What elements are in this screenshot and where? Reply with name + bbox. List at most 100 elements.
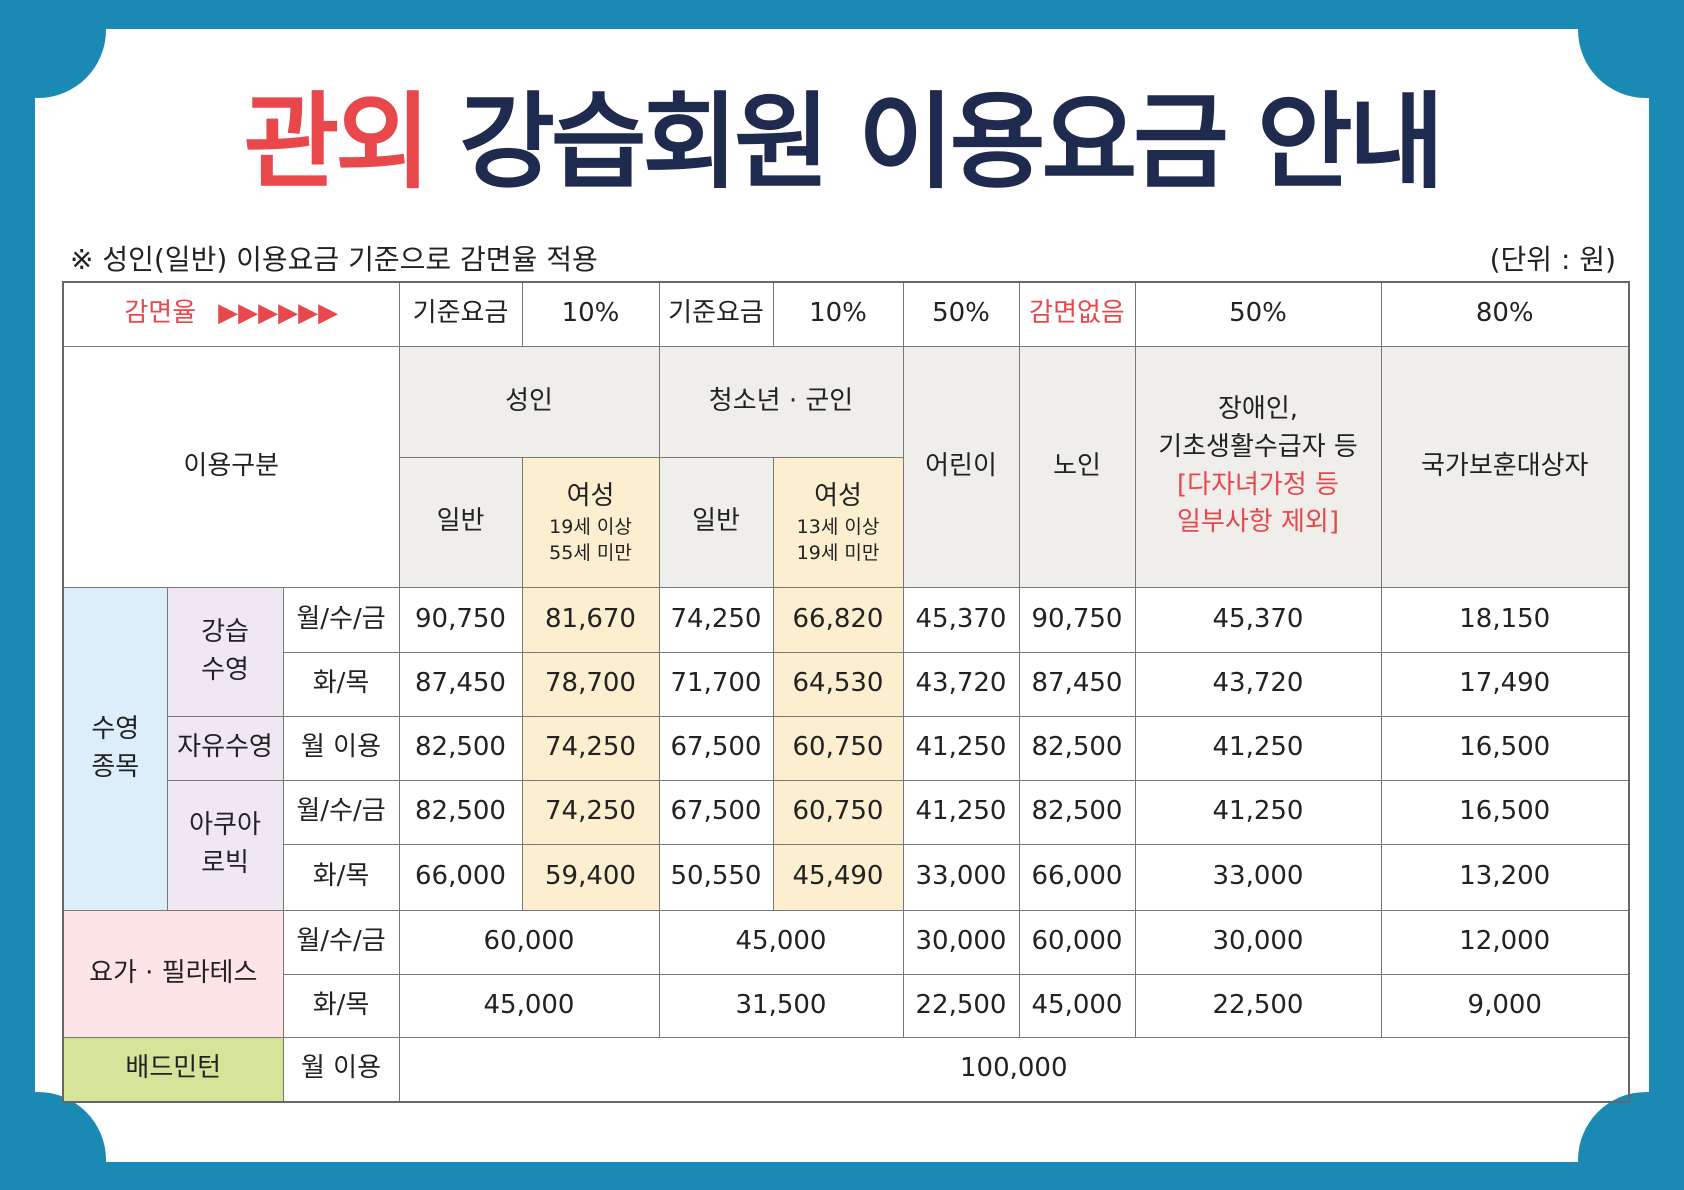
fee: 41,250 bbox=[1212, 732, 1304, 763]
fee: 87,450 bbox=[1031, 668, 1123, 699]
header-cell: 일반 bbox=[658, 456, 774, 588]
fee-cell: 60,750 bbox=[772, 715, 904, 781]
table-row: 수영 종목 강습 수영 월/수/금 90,750 81,670 74,250 66,820 45,… bbox=[62, 586, 1630, 911]
schedule: 월/수/금 bbox=[296, 796, 386, 827]
table-row: 감면율 ▶▶▶▶▶▶ 기준요금 10% 기준요금 10% 50% 감면없음 50% 80% bbox=[62, 281, 1630, 347]
fee: 60,000 bbox=[483, 926, 575, 957]
fee-cell: 82,500 bbox=[1018, 715, 1136, 781]
fee: 22,500 bbox=[1212, 989, 1304, 1020]
fee: 74,250 bbox=[545, 796, 636, 827]
fee-cell: 90,750 bbox=[398, 586, 523, 653]
group-label-line: 수영 bbox=[201, 654, 249, 685]
fee-cell: 100,000 bbox=[398, 1036, 1630, 1103]
fee-cell: 41,250 bbox=[902, 715, 1020, 781]
fee: 82,500 bbox=[1031, 796, 1123, 827]
fee: 13,200 bbox=[1459, 861, 1551, 892]
fee-cell: 66,000 bbox=[1018, 843, 1136, 911]
column-header-line: 기초생활수급자 등 bbox=[1158, 431, 1358, 462]
group-label-line: 강습 bbox=[201, 616, 249, 647]
fee-cell: 71,700 bbox=[658, 651, 774, 717]
fee-cell: 45,000 bbox=[398, 973, 660, 1038]
rate: 기준요금 bbox=[412, 298, 509, 329]
header-cell: 장애인, 기초생활수급자 등 [다자녀가정 등 일부사항 제외] bbox=[1134, 345, 1382, 588]
rate-cell: 감면없음 bbox=[1018, 281, 1136, 347]
category-header: 이용구분 bbox=[183, 450, 280, 481]
sub-header: 일반 bbox=[436, 506, 485, 537]
column-header-line: 장애인, bbox=[1217, 394, 1299, 425]
schedule: 월/수/금 bbox=[296, 926, 386, 957]
fee-cell: 16,500 bbox=[1380, 715, 1630, 781]
fee-cell: 12,000 bbox=[1380, 909, 1630, 975]
fee-cell: 16,500 bbox=[1380, 779, 1630, 845]
fee: 78,700 bbox=[545, 668, 636, 699]
rate-cell: 10% bbox=[521, 281, 660, 347]
fee-table: 감면율 ▶▶▶▶▶▶ 기준요금 10% 기준요금 10% 50% 감면없음 50% 80% 이용구분… bbox=[62, 281, 1630, 1103]
fee-cell: 60,000 bbox=[398, 909, 660, 975]
fee: 33,000 bbox=[915, 861, 1007, 892]
fee: 22,500 bbox=[915, 989, 1007, 1020]
table-row: 자유수영 월 이용 82,500 74,250 67,500 60,750 41,250 82… bbox=[63, 715, 1630, 781]
fee-cell: 9,000 bbox=[1380, 973, 1630, 1038]
fee: 71,700 bbox=[670, 668, 762, 699]
table-row: 아쿠아 로빅 월/수/금 82,500 74,250 67,500 60,750 41,250… bbox=[63, 779, 1630, 911]
group-label-line: 자유수영 bbox=[177, 732, 273, 763]
fee: 50,550 bbox=[670, 861, 762, 892]
fee: 12,000 bbox=[1459, 926, 1551, 957]
fee: 45,000 bbox=[483, 989, 575, 1020]
fee: 43,720 bbox=[915, 668, 1007, 699]
fee-cell: 22,500 bbox=[902, 973, 1020, 1038]
table-row: 요가 · 필라테스 월/수/금 60,000 45,000 30,000 60,000 30… bbox=[62, 909, 1630, 1038]
rate-cell: 50% bbox=[1134, 281, 1382, 347]
fee: 45,000 bbox=[1031, 989, 1123, 1020]
fee: 66,000 bbox=[1031, 861, 1123, 892]
fee: 60,000 bbox=[1031, 926, 1123, 957]
header-cell: 여성 13세 이상 19세 미만 bbox=[772, 456, 904, 588]
fee: 74,250 bbox=[670, 603, 762, 634]
fee-cell: 64,530 bbox=[772, 651, 904, 717]
schedule-cell: 월/수/금 bbox=[282, 779, 400, 845]
schedule-cell: 화/목 bbox=[282, 973, 400, 1038]
fee-cell: 41,250 bbox=[1134, 779, 1382, 845]
table-row: 이용구분 성인 청소년 · 군인 어린이 노인 장애인, 기초생활수급자 등 [다자녀가정 등… bbox=[62, 345, 1630, 588]
fee-cell: 67,500 bbox=[658, 779, 774, 845]
fee-cell: 78,700 bbox=[521, 651, 660, 717]
schedule-cell: 화/목 bbox=[282, 651, 400, 717]
fee: 30,000 bbox=[915, 926, 1007, 957]
rate-cell: 80% bbox=[1380, 281, 1630, 347]
rate-cell: 기준요금 bbox=[658, 281, 774, 347]
fee: 66,000 bbox=[415, 861, 506, 892]
fee-cell: 66,820 bbox=[772, 586, 904, 653]
fee: 100,000 bbox=[959, 1053, 1068, 1084]
schedule-cell: 월/수/금 bbox=[282, 586, 400, 653]
fee-cell: 74,250 bbox=[658, 586, 774, 653]
fee-cell: 74,250 bbox=[521, 715, 660, 781]
fee: 43,720 bbox=[1212, 668, 1304, 699]
fee: 31,500 bbox=[735, 989, 827, 1020]
fee-cell: 87,450 bbox=[398, 651, 523, 717]
rate: 10% bbox=[561, 298, 620, 329]
title-text: 강습회원 이용요금 안내 bbox=[459, 81, 1444, 203]
fee-cell: 45,490 bbox=[772, 843, 904, 911]
discount-label: 감면율 bbox=[124, 298, 197, 329]
section-label-line: 종목 bbox=[91, 751, 140, 782]
rate: 50% bbox=[1229, 298, 1287, 329]
header-cell: 성인 bbox=[398, 345, 660, 458]
title-highlight: 관외 bbox=[243, 81, 431, 203]
fee: 45,370 bbox=[915, 603, 1007, 634]
fee-cell: 43,720 bbox=[1134, 651, 1382, 717]
section-label: 요가 · 필라테스 bbox=[89, 957, 258, 988]
fee-cell: 22,500 bbox=[1134, 973, 1382, 1038]
fee: 41,250 bbox=[1212, 796, 1304, 827]
fee-cell: 33,000 bbox=[1134, 843, 1382, 911]
fee: 41,250 bbox=[915, 796, 1007, 827]
fee-cell: 87,450 bbox=[1018, 651, 1136, 717]
group-cell: 아쿠아 로빅 bbox=[166, 779, 284, 911]
rate: 80% bbox=[1475, 298, 1534, 329]
discount-arrows: ▶▶▶▶▶▶ bbox=[218, 298, 339, 329]
rate: 기준요금 bbox=[668, 298, 764, 329]
fee: 60,750 bbox=[792, 796, 884, 827]
fee-cell: 82,500 bbox=[398, 715, 523, 781]
schedule: 월 이용 bbox=[300, 732, 382, 763]
fee: 9,000 bbox=[1467, 989, 1542, 1020]
